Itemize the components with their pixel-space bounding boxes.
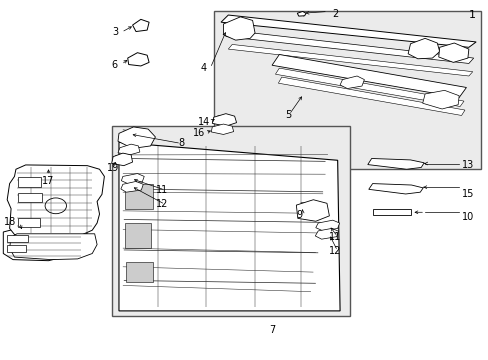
Polygon shape: [407, 39, 439, 59]
Polygon shape: [119, 142, 339, 311]
Polygon shape: [7, 245, 25, 252]
Polygon shape: [315, 228, 338, 239]
Polygon shape: [367, 158, 423, 169]
Text: 6: 6: [112, 59, 118, 69]
Text: 1: 1: [468, 10, 475, 20]
Polygon shape: [368, 184, 422, 194]
Text: 14: 14: [198, 117, 210, 127]
Polygon shape: [275, 68, 463, 107]
Polygon shape: [18, 218, 40, 227]
Text: 10: 10: [462, 212, 474, 222]
Polygon shape: [118, 144, 140, 155]
Polygon shape: [422, 90, 458, 109]
Text: 11: 11: [328, 232, 341, 242]
Polygon shape: [297, 12, 305, 16]
Polygon shape: [111, 153, 132, 166]
Polygon shape: [296, 200, 329, 221]
Polygon shape: [211, 124, 233, 134]
Polygon shape: [278, 77, 464, 116]
Polygon shape: [225, 31, 473, 63]
Text: 3: 3: [112, 27, 118, 37]
Text: 16: 16: [193, 128, 205, 138]
Polygon shape: [18, 177, 41, 187]
Polygon shape: [339, 76, 364, 89]
Polygon shape: [438, 43, 468, 62]
Polygon shape: [118, 127, 155, 148]
Text: 13: 13: [462, 160, 474, 170]
Text: 11: 11: [156, 185, 168, 195]
Bar: [111, 126, 349, 316]
Text: 12: 12: [156, 199, 168, 210]
Text: 4: 4: [200, 63, 206, 73]
Text: 2: 2: [331, 9, 337, 19]
Polygon shape: [121, 174, 144, 184]
Polygon shape: [228, 44, 472, 76]
Polygon shape: [18, 193, 42, 202]
Text: 15: 15: [461, 189, 474, 199]
Text: 17: 17: [42, 176, 55, 186]
Polygon shape: [372, 210, 410, 215]
Polygon shape: [121, 181, 143, 192]
Text: 5: 5: [285, 110, 291, 120]
Polygon shape: [223, 17, 255, 40]
Polygon shape: [221, 15, 475, 47]
Polygon shape: [10, 234, 97, 260]
Text: 9: 9: [296, 210, 302, 220]
Polygon shape: [7, 234, 27, 242]
Polygon shape: [3, 229, 89, 261]
Polygon shape: [124, 223, 150, 248]
Polygon shape: [271, 54, 466, 98]
Polygon shape: [124, 184, 153, 209]
Text: 7: 7: [268, 325, 275, 335]
Bar: [213, 12, 480, 169]
Text: 12: 12: [328, 246, 341, 256]
Polygon shape: [127, 53, 149, 66]
Polygon shape: [315, 220, 339, 231]
Text: 19: 19: [107, 163, 119, 173]
Polygon shape: [7, 165, 104, 234]
Polygon shape: [132, 19, 149, 32]
Polygon shape: [212, 114, 236, 126]
Polygon shape: [126, 262, 153, 282]
Text: 8: 8: [178, 139, 184, 148]
Text: 18: 18: [4, 217, 16, 227]
